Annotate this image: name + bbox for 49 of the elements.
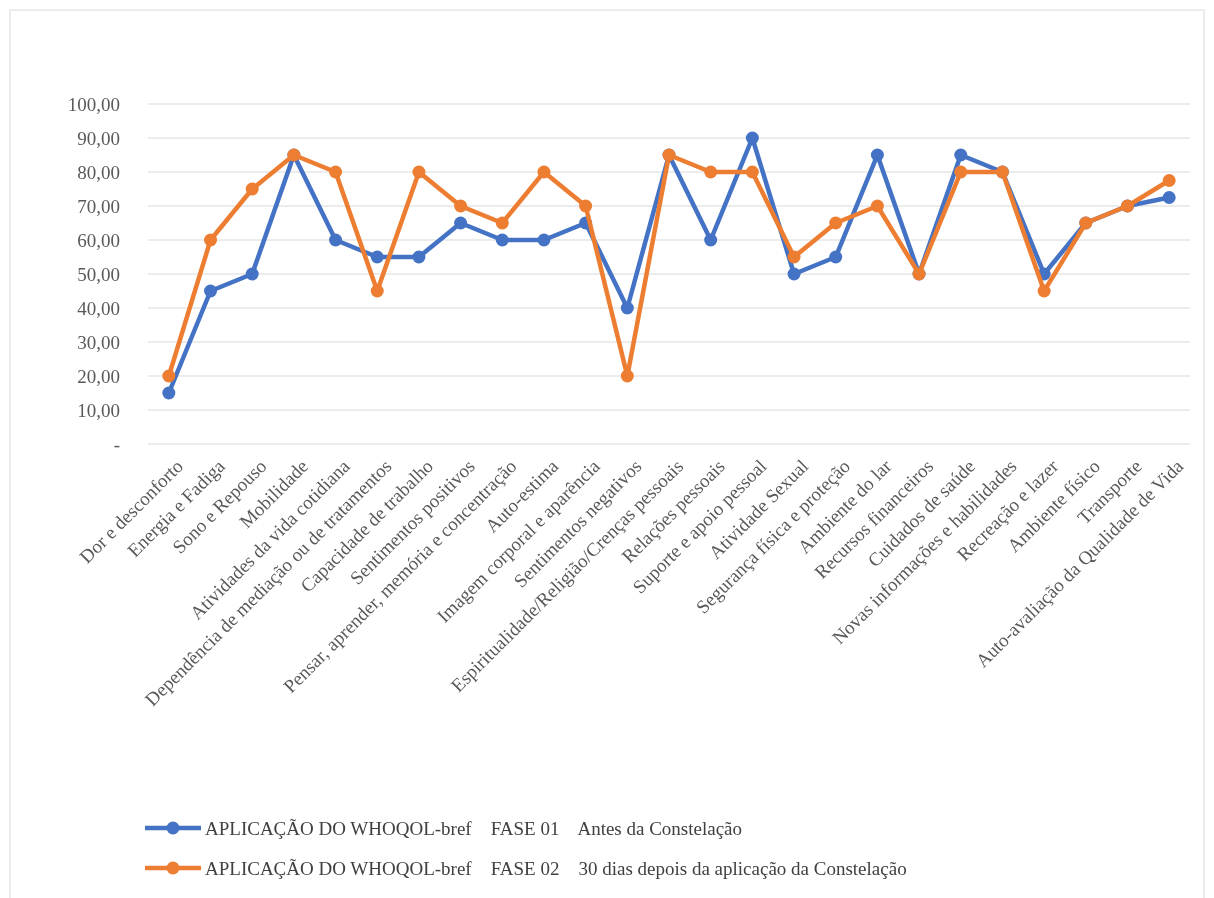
point	[1162, 174, 1176, 187]
point	[745, 131, 759, 145]
point	[495, 233, 509, 247]
y-tick-label: 40,00	[77, 297, 120, 319]
point	[204, 284, 218, 298]
point	[704, 233, 718, 247]
point	[745, 165, 759, 179]
y-tick-label: 10,00	[77, 399, 120, 421]
point	[954, 148, 968, 162]
point	[245, 267, 259, 281]
y-tick-label: 60,00	[77, 229, 120, 251]
point	[329, 233, 343, 247]
point	[162, 369, 176, 383]
y-tick-label: 80,00	[77, 161, 120, 183]
y-tick-label: 50,00	[77, 263, 120, 285]
point	[162, 386, 176, 400]
point	[870, 148, 884, 162]
point	[579, 199, 593, 213]
point	[620, 301, 634, 315]
point	[495, 216, 509, 230]
legend-label: APLICAÇÃO DO WHOQOL-bref FASE 01 Antes da Constelação	[205, 817, 743, 839]
point	[204, 233, 218, 247]
point	[870, 199, 884, 213]
point	[954, 165, 968, 179]
point	[412, 250, 426, 264]
point	[537, 233, 551, 247]
point	[787, 267, 801, 281]
legend-label: APLICAÇÃO DO WHOQOL-bref FASE 02 30 dias depois da aplicação da Constelação	[205, 857, 907, 879]
point	[370, 250, 384, 264]
point	[1162, 191, 1176, 204]
point	[454, 216, 468, 230]
point	[787, 250, 801, 264]
y-tick-label: 100,00	[67, 93, 120, 115]
point	[329, 165, 343, 179]
point	[454, 199, 468, 213]
y-tick-label: 90,00	[77, 127, 120, 149]
point	[412, 165, 426, 179]
point	[704, 165, 718, 179]
point	[370, 284, 384, 298]
point	[245, 182, 259, 196]
point	[1037, 284, 1051, 298]
y-tick-label: -	[113, 433, 120, 455]
point	[537, 165, 551, 179]
y-tick-label: 70,00	[77, 195, 120, 217]
point	[829, 216, 843, 230]
y-tick-label: 20,00	[77, 365, 120, 387]
point	[620, 369, 634, 383]
point	[829, 250, 843, 264]
y-tick-label: 30,00	[77, 331, 120, 353]
